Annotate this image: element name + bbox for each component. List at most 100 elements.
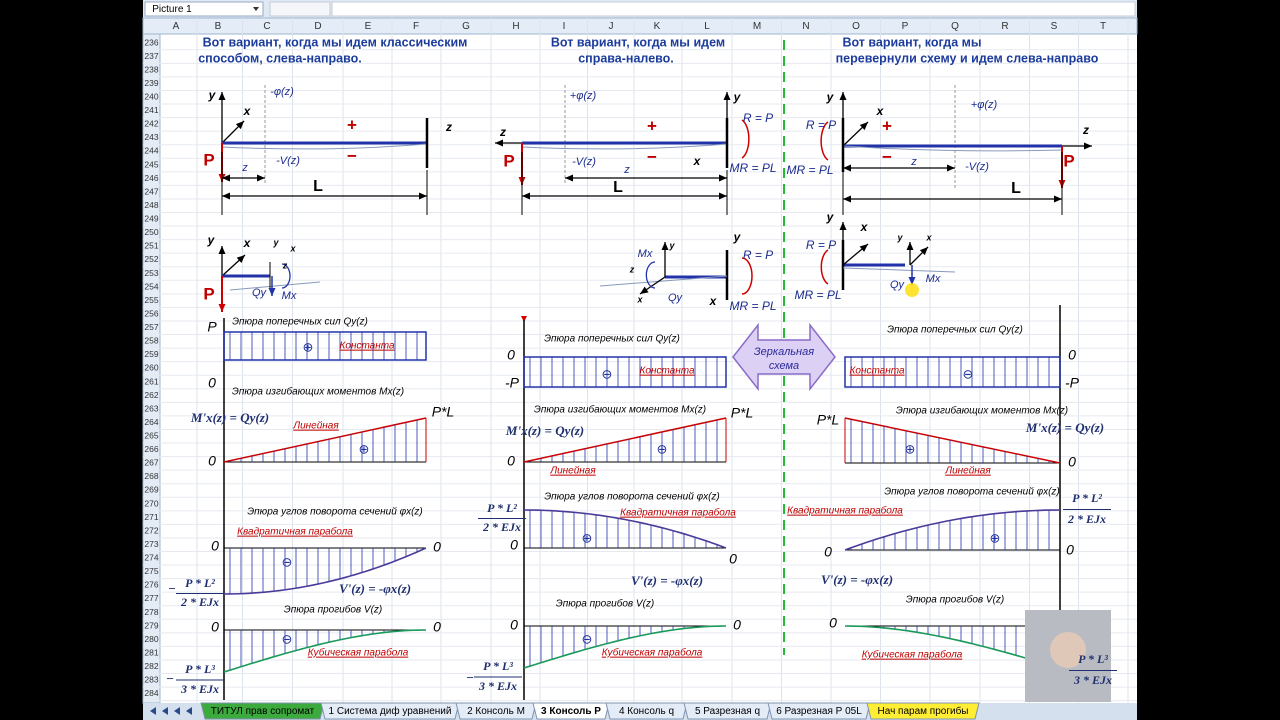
mirror-label: схема [769, 360, 799, 372]
arrowhead [218, 92, 226, 100]
diagram-label: x [243, 104, 252, 118]
arrowhead [723, 92, 731, 100]
tab-nav-button[interactable] [150, 707, 156, 715]
diagram-label: Квадратичная парабола [237, 526, 353, 538]
sheet-tab[interactable] [767, 702, 871, 720]
curve [523, 509, 727, 549]
diagram-label: P * L³ [483, 659, 513, 673]
diagram-label: MR = PL [729, 299, 776, 313]
column-header: D [314, 21, 321, 32]
diagram-label: 0 [211, 619, 219, 635]
diagram-label: − [466, 670, 474, 685]
diagram-label: Квадратичная парабола [787, 505, 903, 517]
sheet-tab[interactable] [320, 702, 460, 720]
curve [223, 629, 427, 673]
diagram-label: z [1082, 123, 1089, 137]
diagram-label: Константа [639, 366, 694, 377]
row-header: 255 [144, 295, 158, 305]
mirror-label: Зеркальная [754, 346, 814, 358]
tab-nav-button[interactable] [186, 707, 192, 715]
tab-nav-button[interactable] [162, 707, 168, 715]
row-header: 248 [144, 200, 158, 210]
arrowhead [859, 122, 868, 131]
diagram-label: 0 [824, 544, 832, 560]
row-header: 237 [144, 51, 158, 61]
sheet-tab-label[interactable]: 5 Разрезная q [695, 706, 760, 717]
sheet-tab-label[interactable]: Нач парам прогибы [878, 705, 969, 717]
diagram-label: 0 [1066, 542, 1074, 558]
sheet-tab-label[interactable]: 2 Консоль М [467, 706, 525, 717]
curve [221, 143, 428, 150]
webcam-face [1050, 632, 1086, 668]
diagram-label: P [203, 284, 214, 303]
sheet-tab[interactable] [200, 702, 325, 720]
arrowhead [919, 247, 928, 256]
row-header: 249 [144, 214, 158, 224]
formula-input[interactable] [331, 1, 1136, 17]
row-header: 254 [144, 281, 158, 291]
arrowhead [661, 242, 669, 250]
name-box[interactable] [144, 1, 264, 17]
diagram-label: ⊖ [963, 366, 974, 381]
sheet-tab-label[interactable]: 3 Консоль Р [541, 706, 601, 717]
diagram-label: 0 [1068, 347, 1076, 363]
diagram-label: L [1011, 180, 1021, 197]
diagram-label: x [860, 220, 869, 234]
diagram-label: y [896, 232, 903, 242]
sheet-tab-label[interactable]: ТИТУЛ прав сопромат [211, 706, 315, 717]
row-header: 264 [144, 417, 158, 427]
diagram-label: P [203, 150, 214, 169]
diagram-label: MR = PL [729, 161, 776, 175]
curve [842, 267, 956, 273]
diagram-label: ⊕ [990, 530, 1001, 545]
column-header: M [753, 21, 761, 32]
row-header: 246 [144, 173, 158, 183]
diagram-label: Эпюра поперечных сил Qy(z) [887, 325, 1023, 336]
sheet-tab[interactable] [866, 702, 980, 720]
arrowhead [719, 192, 727, 200]
sheet-tab-label[interactable]: 4 Консоль q [619, 706, 674, 717]
diagram-label: Квадратичная парабола [620, 507, 736, 519]
diagram-label: P * L³ [1078, 652, 1108, 666]
arrowhead [257, 174, 265, 182]
row-header: 283 [144, 675, 158, 685]
row-header: 284 [144, 688, 158, 698]
row-header: 276 [144, 580, 158, 590]
sheet-tab[interactable] [605, 702, 688, 720]
diagram-label: Эпюра углов поворота сечений φx(z) [247, 507, 423, 518]
diagram-label: 0 [433, 619, 441, 635]
diagram-label: 0 [208, 453, 216, 469]
diagram-label: -P [1065, 375, 1080, 391]
diagram-label: P*L [817, 412, 840, 428]
column-header: E [365, 21, 372, 32]
row-header: 277 [144, 593, 158, 603]
column-header: H [512, 21, 519, 32]
diagram-label: Эпюра прогибов V(z) [906, 594, 1005, 606]
diagram-label: Вот вариант, когда мы идем [551, 35, 725, 49]
row-header: 270 [144, 498, 158, 508]
diagram-label: P * L³ [185, 662, 215, 676]
curve [820, 121, 829, 161]
sheet-tab-label[interactable]: 6 Разрезная Р 05L [776, 706, 862, 717]
sheet-tab[interactable] [683, 702, 772, 720]
curve [844, 509, 1061, 551]
diagram-label: Mx [638, 248, 653, 260]
tab-nav-button[interactable] [174, 707, 180, 715]
name-box-text: Picture 1 [152, 4, 192, 15]
arrowhead [495, 139, 503, 147]
diagram-label: 0 [211, 538, 219, 554]
dropdown-arrow[interactable] [253, 7, 259, 11]
sheet-tab[interactable] [455, 702, 537, 720]
sheet-tab[interactable] [532, 702, 610, 720]
row-header: 281 [144, 647, 158, 657]
row-header: 263 [144, 403, 158, 413]
sheet-tab-label[interactable]: 1 Система диф уравнений [329, 705, 452, 717]
column-header: N [802, 21, 809, 32]
diagram-label: 0 [510, 617, 518, 633]
column-header: G [462, 21, 470, 32]
diagram-label: 2 * EJx [180, 595, 219, 609]
diagram-label: M'x(z) = Qy(z) [505, 423, 584, 438]
diagram-label: z [445, 120, 452, 134]
row-header: 269 [144, 485, 158, 495]
diagram-label: справа-налево. [578, 51, 674, 65]
